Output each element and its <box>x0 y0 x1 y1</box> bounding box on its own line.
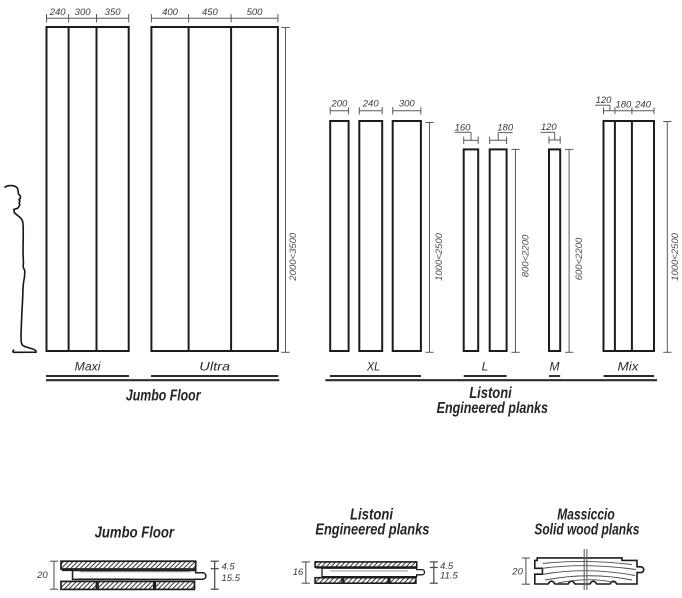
svg-text:1000<2500: 1000<2500 <box>670 232 681 281</box>
svg-text:M: M <box>550 359 560 373</box>
svg-text:600<2200: 600<2200 <box>574 237 585 280</box>
svg-text:450: 450 <box>202 7 219 18</box>
svg-text:800<2200: 800<2200 <box>520 234 531 277</box>
svg-text:180: 180 <box>497 122 514 133</box>
svg-text:200: 200 <box>330 99 348 110</box>
svg-text:XL: XL <box>366 359 380 373</box>
svg-text:Massiccio: Massiccio <box>557 507 615 524</box>
svg-text:400: 400 <box>162 7 179 18</box>
svg-text:Mix: Mix <box>618 359 640 373</box>
svg-text:20: 20 <box>511 567 523 578</box>
svg-text:Ultra: Ultra <box>199 359 230 373</box>
svg-text:500: 500 <box>247 7 264 18</box>
svg-text:Jumbo Floor: Jumbo Floor <box>95 524 175 541</box>
svg-text:L: L <box>482 359 489 373</box>
svg-text:4.5: 4.5 <box>440 561 454 572</box>
svg-text:300: 300 <box>399 99 416 110</box>
svg-text:20: 20 <box>36 570 48 581</box>
svg-text:Jumbo Floor: Jumbo Floor <box>126 387 201 404</box>
svg-text:Solid wood planks: Solid wood planks <box>534 522 639 539</box>
svg-text:1000<2500: 1000<2500 <box>434 232 445 281</box>
svg-text:120: 120 <box>541 122 558 133</box>
svg-text:120: 120 <box>596 95 613 106</box>
svg-text:Listoni: Listoni <box>350 507 394 524</box>
svg-text:Engineered planks: Engineered planks <box>437 400 549 417</box>
svg-text:180: 180 <box>615 100 632 111</box>
svg-text:15.5: 15.5 <box>222 573 241 584</box>
svg-text:Listoni: Listoni <box>469 385 512 402</box>
svg-text:4.5: 4.5 <box>222 561 236 572</box>
svg-text:16: 16 <box>293 567 304 578</box>
svg-text:240: 240 <box>49 7 67 18</box>
svg-text:350: 350 <box>105 7 122 18</box>
svg-text:Maxi: Maxi <box>75 359 101 373</box>
svg-text:240: 240 <box>362 99 380 110</box>
svg-text:Engineered planks: Engineered planks <box>315 522 429 539</box>
svg-text:160: 160 <box>455 122 472 133</box>
svg-text:240: 240 <box>634 100 652 111</box>
svg-text:11.5: 11.5 <box>440 570 459 581</box>
svg-text:2000<3500: 2000<3500 <box>288 232 299 282</box>
svg-text:300: 300 <box>75 7 92 18</box>
